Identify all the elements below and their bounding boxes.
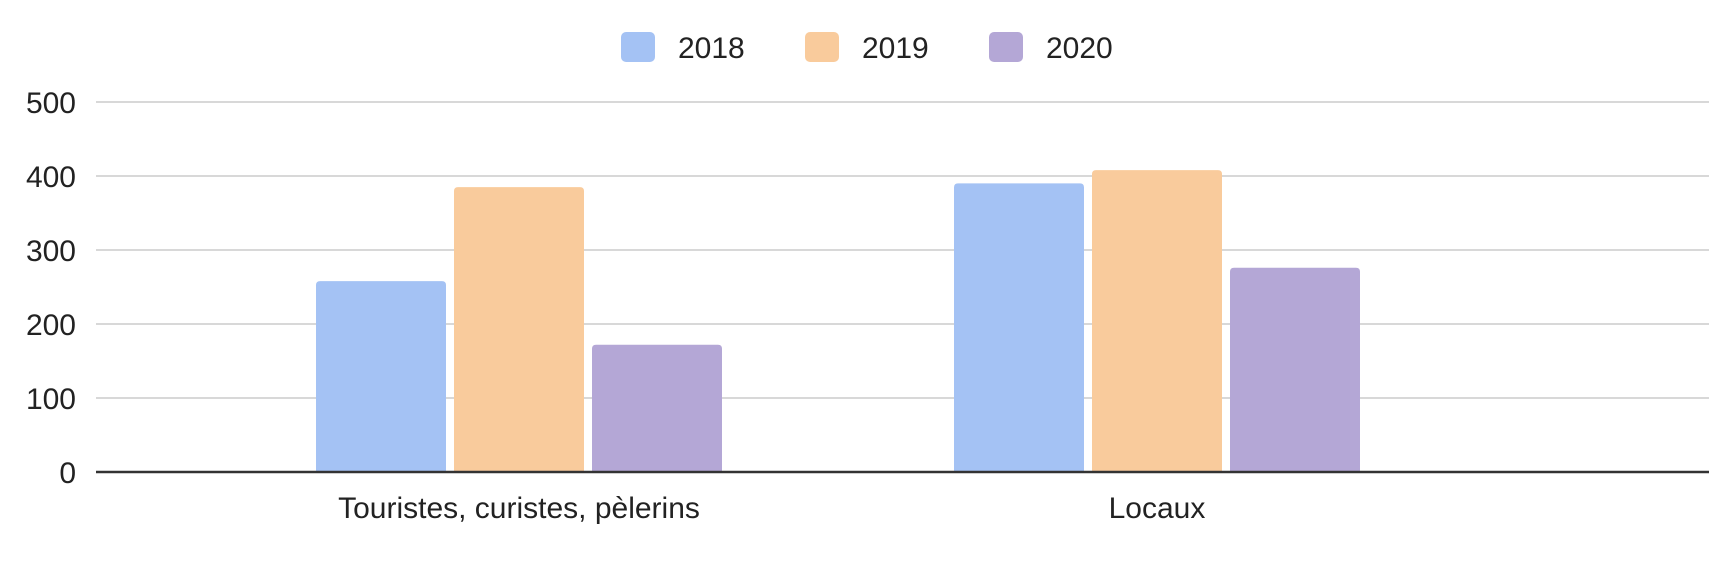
legend-label-2020: 2020 (1046, 32, 1113, 65)
bar-2020-locaux (1230, 267, 1360, 472)
y-tick-label: 400 (26, 161, 76, 194)
y-tick-label: 100 (26, 383, 76, 416)
bars (316, 170, 1360, 472)
legend: 2018 2019 2020 (621, 32, 1113, 65)
legend-swatch-2018 (621, 32, 655, 62)
bar-2018-touristes (316, 281, 446, 472)
y-tick-label: 0 (59, 457, 76, 490)
y-tick-label: 500 (26, 87, 76, 120)
bar-2019-touristes (454, 187, 584, 472)
legend-label-2019: 2019 (862, 32, 929, 65)
y-tick-label: 200 (26, 309, 76, 342)
legend-label-2018: 2018 (678, 32, 745, 65)
x-tick-label: Touristes, curistes, pèlerins (338, 492, 700, 525)
y-axis-ticks: 0 100 200 300 400 500 (26, 87, 76, 490)
bar-2020-touristes (592, 344, 722, 472)
legend-swatch-2020 (989, 32, 1023, 62)
bar-2018-locaux (954, 183, 1084, 472)
legend-swatch-2019 (805, 32, 839, 62)
bar-2019-locaux (1092, 170, 1222, 472)
x-tick-label: Locaux (1109, 492, 1206, 525)
y-tick-label: 300 (26, 235, 76, 268)
category-labels: Touristes, curistes, pèlerins Locaux (338, 492, 1205, 525)
